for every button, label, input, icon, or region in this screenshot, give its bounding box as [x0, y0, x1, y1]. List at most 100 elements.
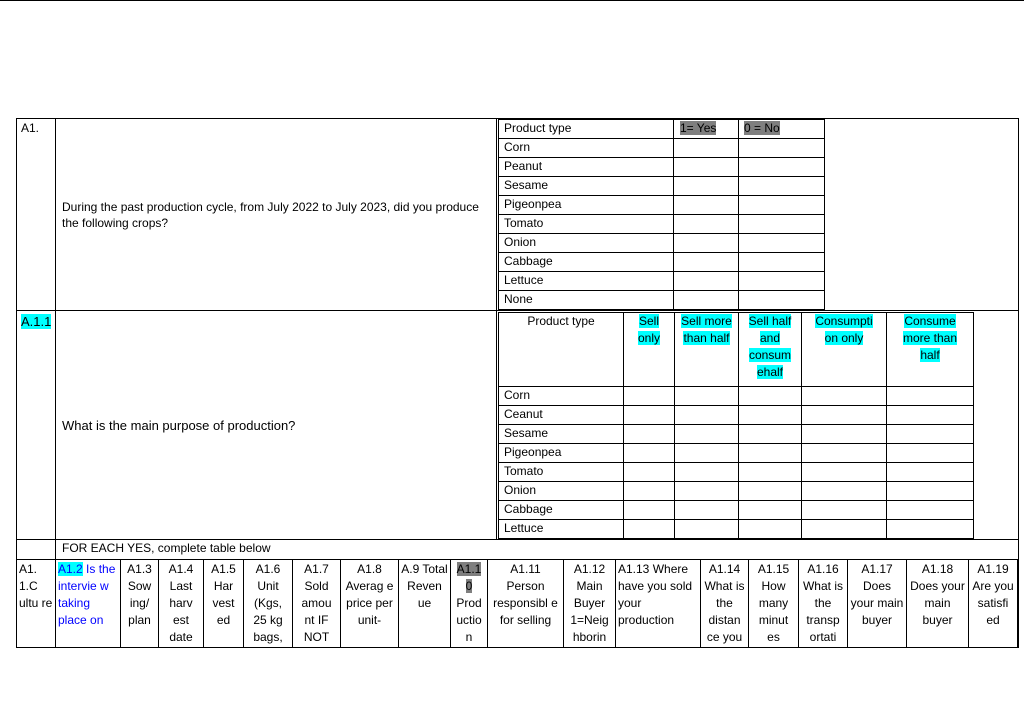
purpose-cell[interactable] — [623, 424, 675, 444]
column-text: A.9 Total Reven ue — [401, 562, 448, 610]
no-cell[interactable] — [738, 271, 825, 291]
column-header: A1.4 Last harv est date — [158, 559, 204, 648]
crop-name: Cabbage — [498, 500, 624, 520]
no-cell[interactable] — [738, 176, 825, 196]
purpose-cell[interactable] — [674, 424, 739, 444]
crop-row: Pigeonpea — [498, 195, 825, 215]
crop-yes-no-table: Product type 1= Yes 0 = No Corn Peanut Ses… — [498, 119, 825, 310]
row-a11: A.1.1 What is the main purpose of produc… — [16, 310, 1019, 540]
header-consumption-only: Consumpti on only — [815, 314, 873, 345]
no-cell[interactable] — [738, 290, 825, 310]
column-header: A1.18 Does your main buyer — [906, 559, 969, 648]
crop-row: Tomato — [498, 462, 974, 482]
purpose-cell[interactable] — [674, 481, 739, 501]
purpose-table: Product type Sell only Sell more than ha… — [498, 312, 974, 539]
instruction-text: FOR EACH YES, complete table below — [55, 539, 1019, 560]
purpose-cell[interactable] — [801, 462, 887, 482]
purpose-cell[interactable] — [623, 386, 675, 406]
yes-cell[interactable] — [673, 176, 739, 196]
purpose-cell[interactable] — [738, 519, 802, 539]
purpose-cell[interactable] — [674, 462, 739, 482]
column-header: A1.15 How many minut es — [748, 559, 799, 648]
yes-cell[interactable] — [673, 271, 739, 291]
column-header: A1.2 Is the intervie w taking place on — [55, 559, 121, 648]
crop-row: Lettuce — [498, 271, 825, 291]
no-cell[interactable] — [738, 252, 825, 272]
yes-cell[interactable] — [673, 195, 739, 215]
purpose-cell[interactable] — [623, 519, 675, 539]
yes-cell[interactable] — [673, 252, 739, 272]
question-text: What is the main purpose of production? — [55, 310, 497, 540]
purpose-cell[interactable] — [738, 462, 802, 482]
purpose-cell[interactable] — [738, 386, 802, 406]
purpose-cell[interactable] — [886, 424, 974, 444]
header-sell-half: Sell half and consum ehalf — [748, 314, 792, 379]
purpose-cell[interactable] — [623, 405, 675, 425]
purpose-cell[interactable] — [674, 405, 739, 425]
crop-name: Onion — [498, 481, 624, 501]
purpose-cell[interactable] — [674, 386, 739, 406]
column-id-highlight: A1.1 0 — [456, 562, 482, 593]
yes-cell[interactable] — [673, 138, 739, 158]
purpose-cell[interactable] — [801, 519, 887, 539]
purpose-cell[interactable] — [886, 519, 974, 539]
purpose-cell[interactable] — [738, 500, 802, 520]
column-text: A1.5 Har vest ed — [211, 562, 236, 627]
purpose-cell[interactable] — [886, 462, 974, 482]
purpose-cell[interactable] — [886, 500, 974, 520]
crop-name: Pigeonpea — [498, 195, 674, 215]
column-text: A1.3 Sow ing/ plan — [127, 562, 152, 627]
yes-cell[interactable] — [673, 233, 739, 253]
purpose-cell[interactable] — [801, 481, 887, 501]
column-header: A1.7 Sold amou nt IF NOT — [292, 559, 341, 648]
crop-name: Cabbage — [498, 252, 674, 272]
purpose-cell[interactable] — [801, 386, 887, 406]
crop-name: Peanut — [498, 157, 674, 177]
crop-row: Pigeonpea — [498, 443, 974, 463]
purpose-cell[interactable] — [738, 443, 802, 463]
column-text: A1.6 Unit (Kgs, 25 kg bags, — [253, 562, 283, 644]
no-cell[interactable] — [738, 157, 825, 177]
purpose-cell[interactable] — [738, 405, 802, 425]
yes-cell[interactable] — [673, 157, 739, 177]
crop-name: None — [498, 290, 674, 310]
purpose-cell[interactable] — [623, 500, 675, 520]
column-header: A1.5 Har vest ed — [203, 559, 244, 648]
yes-cell[interactable] — [673, 214, 739, 234]
no-cell[interactable] — [738, 195, 825, 215]
no-cell[interactable] — [738, 138, 825, 158]
purpose-cell[interactable] — [886, 443, 974, 463]
purpose-cell[interactable] — [801, 443, 887, 463]
no-cell[interactable] — [738, 214, 825, 234]
purpose-cell[interactable] — [886, 386, 974, 406]
purpose-cell[interactable] — [738, 481, 802, 501]
purpose-cell[interactable] — [623, 462, 675, 482]
purpose-cell[interactable] — [886, 405, 974, 425]
column-text: A1. 1.C ultu re — [19, 562, 53, 610]
purpose-cell[interactable] — [623, 481, 675, 501]
purpose-cell[interactable] — [801, 500, 887, 520]
column-text: A1.1 0 Prod uctio n — [456, 562, 482, 644]
column-header: A.9 Total Reven ue — [398, 559, 451, 648]
row-a1: A1. During the past production cycle, fr… — [16, 118, 1019, 311]
purpose-cell[interactable] — [801, 424, 887, 444]
header-yes: 1= Yes — [680, 121, 717, 135]
purpose-cell[interactable] — [674, 500, 739, 520]
header-product-type: Product type — [498, 312, 624, 387]
column-text: A1.17 Does your main buyer — [850, 562, 904, 627]
crop-row: Corn — [498, 386, 974, 406]
purpose-cell[interactable] — [623, 443, 675, 463]
yes-cell[interactable] — [673, 290, 739, 310]
column-header: A1.1 0 Prod uctio n — [450, 559, 488, 648]
crop-row: Onion — [498, 481, 974, 501]
no-cell[interactable] — [738, 233, 825, 253]
purpose-cell[interactable] — [674, 443, 739, 463]
crop-row: Lettuce — [498, 519, 974, 539]
purpose-cell[interactable] — [886, 481, 974, 501]
purpose-cell[interactable] — [738, 424, 802, 444]
column-header: A1.14 What is the distan ce you — [700, 559, 749, 648]
purpose-cell[interactable] — [801, 405, 887, 425]
question-id: A.1.1 — [21, 314, 52, 329]
purpose-cell[interactable] — [674, 519, 739, 539]
crop-row: Onion — [498, 233, 825, 253]
